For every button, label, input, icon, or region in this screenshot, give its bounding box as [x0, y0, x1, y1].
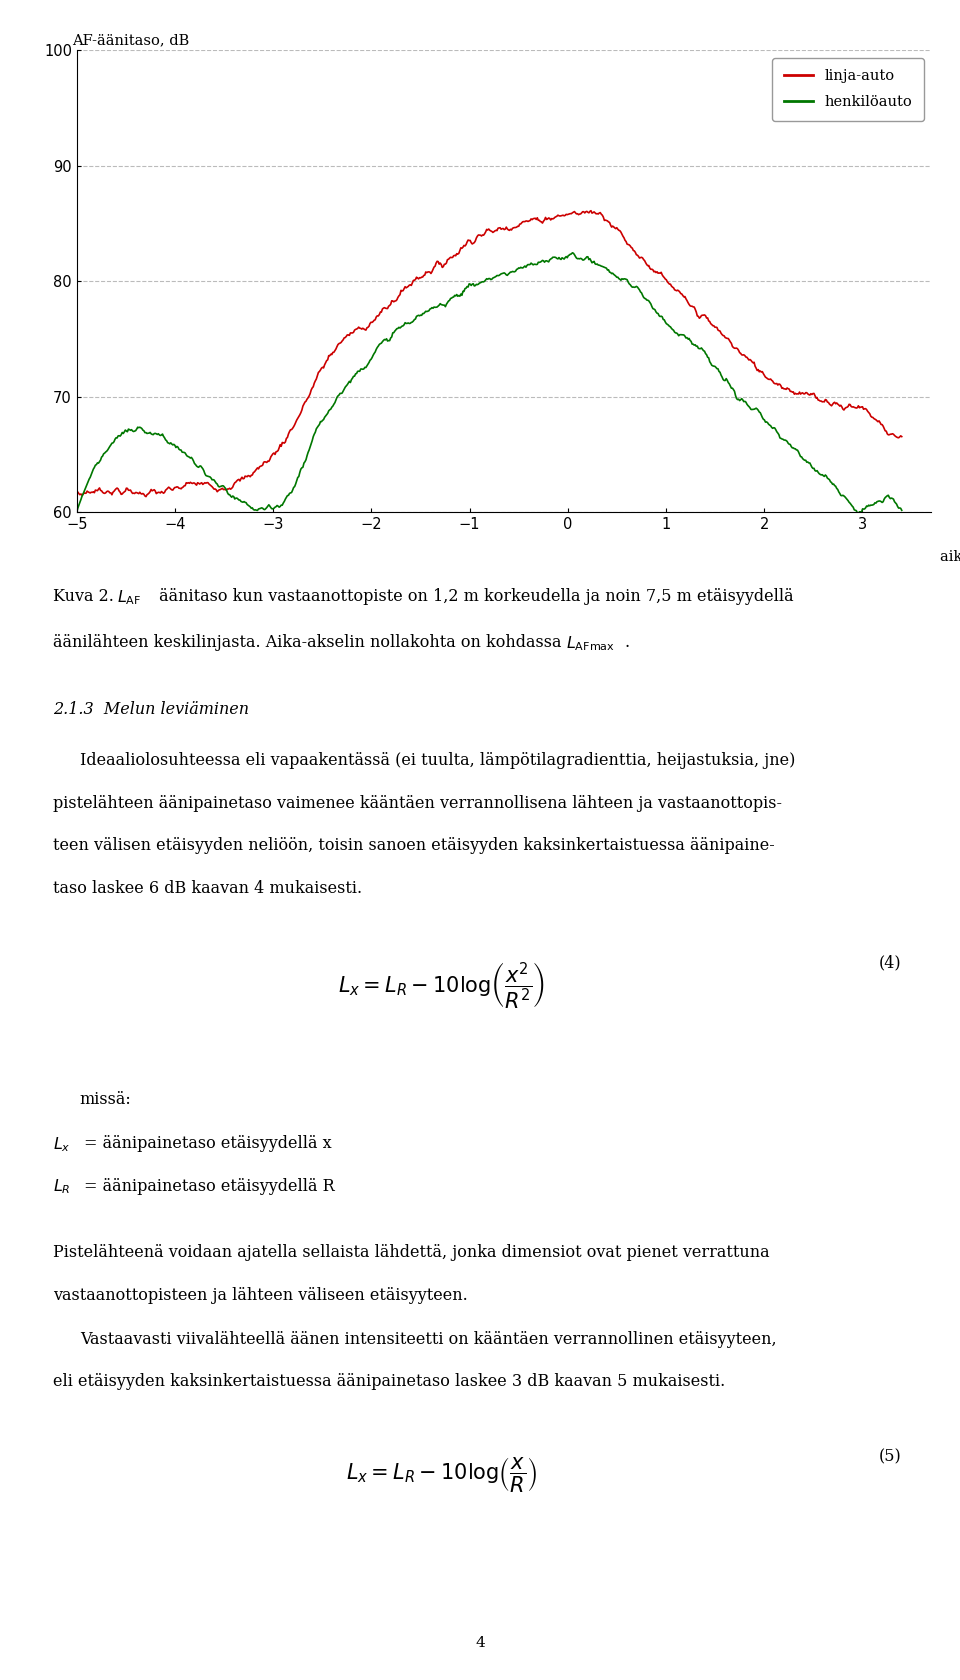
- Text: äänitaso kun vastaanottopiste on 1,2 m korkeudella ja noin 7,5 m etäisyydellä: äänitaso kun vastaanottopiste on 1,2 m k…: [154, 588, 793, 605]
- Text: 2.1.3  Melun leviäminen: 2.1.3 Melun leviäminen: [53, 701, 249, 717]
- Text: aika, s: aika, s: [940, 549, 960, 563]
- Text: pistelähteen äänipainetaso vaimenee kääntäen verrannollisena lähteen ja vastaano: pistelähteen äänipainetaso vaimenee kään…: [53, 795, 781, 811]
- Text: Kuva 2.: Kuva 2.: [53, 588, 119, 605]
- Text: = äänipainetaso etäisyydellä R: = äänipainetaso etäisyydellä R: [84, 1178, 334, 1194]
- Legend: linja-auto, henkilöauto: linja-auto, henkilöauto: [772, 57, 924, 121]
- Text: = äänipainetaso etäisyydellä x: = äänipainetaso etäisyydellä x: [84, 1136, 331, 1152]
- Text: 4: 4: [475, 1636, 485, 1650]
- Text: (5): (5): [878, 1448, 901, 1465]
- Text: Vastaavasti viivalähteellä äänen intensiteetti on kääntäen verrannollinen etäisy: Vastaavasti viivalähteellä äänen intensi…: [80, 1331, 777, 1347]
- Text: $L_R$: $L_R$: [53, 1178, 70, 1196]
- Text: Ideaaliolosuhteessa eli vapaakentässä (ei tuulta, lämpötilagradienttia, heijastu: Ideaaliolosuhteessa eli vapaakentässä (e…: [80, 753, 795, 769]
- Text: .: .: [624, 633, 629, 652]
- Text: $L_{\mathrm{AFmax}}$: $L_{\mathrm{AFmax}}$: [566, 633, 615, 654]
- Text: Pistelähteenä voidaan ajatella sellaista lähdettä, jonka dimensiot ovat pienet v: Pistelähteenä voidaan ajatella sellaista…: [53, 1243, 769, 1262]
- Text: $L_x$: $L_x$: [53, 1136, 70, 1154]
- Text: missä:: missä:: [80, 1090, 132, 1107]
- Text: vastaanottopisteen ja lähteen väliseen etäisyyteen.: vastaanottopisteen ja lähteen väliseen e…: [53, 1287, 468, 1304]
- Text: $L_x = L_R - 10\log\!\left(\dfrac{x}{R}\right)$: $L_x = L_R - 10\log\!\left(\dfrac{x}{R}\…: [346, 1455, 538, 1494]
- Text: (4): (4): [878, 954, 901, 971]
- Text: $L_x = L_R - 10\log\!\left(\dfrac{x^2}{R^2}\right)$: $L_x = L_R - 10\log\!\left(\dfrac{x^2}{R…: [338, 961, 545, 1013]
- Text: äänilähteen keskilinjasta. Aika-akselin nollakohta on kohdassa: äänilähteen keskilinjasta. Aika-akselin …: [53, 633, 566, 652]
- Text: teen välisen etäisyyden neliöön, toisin sanoen etäisyyden kaksinkertaistuessa ää: teen välisen etäisyyden neliöön, toisin …: [53, 838, 775, 855]
- Text: eli etäisyyden kaksinkertaistuessa äänipainetaso laskee 3 dB kaavan 5 mukaisesti: eli etäisyyden kaksinkertaistuessa äänip…: [53, 1374, 725, 1391]
- Text: AF-äänitaso, dB: AF-äänitaso, dB: [72, 34, 189, 47]
- Text: $L_{\mathrm{AF}}$: $L_{\mathrm{AF}}$: [117, 588, 141, 606]
- Text: taso laskee 6 dB kaavan 4 mukaisesti.: taso laskee 6 dB kaavan 4 mukaisesti.: [53, 880, 362, 897]
